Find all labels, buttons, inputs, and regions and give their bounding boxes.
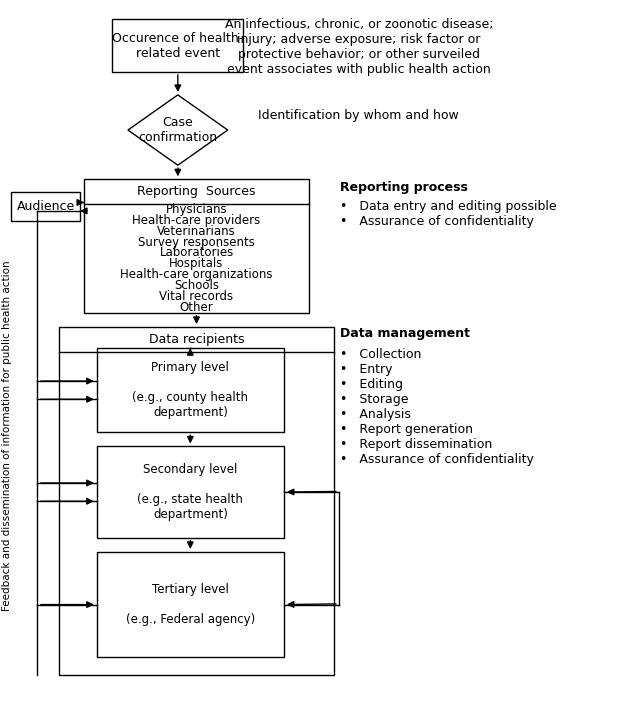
Text: Laboratories: Laboratories	[160, 247, 233, 259]
Text: Health-care providers: Health-care providers	[132, 214, 261, 226]
Text: Occurence of health-
related event: Occurence of health- related event	[112, 32, 243, 60]
Text: Physicians: Physicians	[166, 203, 227, 216]
FancyBboxPatch shape	[112, 19, 243, 72]
Text: Secondary level

(e.g., state health
department): Secondary level (e.g., state health depa…	[137, 463, 243, 521]
Text: Identification by whom and how: Identification by whom and how	[258, 109, 459, 122]
Text: An infectious, chronic, or zoonotic disease;
injury; adverse exposure; risk fact: An infectious, chronic, or zoonotic dise…	[225, 18, 493, 76]
FancyBboxPatch shape	[97, 446, 284, 538]
Text: Other: Other	[180, 301, 213, 314]
Text: Data recipients: Data recipients	[149, 333, 245, 346]
Text: Schools: Schools	[174, 279, 219, 292]
FancyBboxPatch shape	[97, 348, 284, 432]
Text: Reporting process: Reporting process	[340, 181, 468, 194]
Text: •   Data entry and editing possible
•   Assurance of confidentiality: • Data entry and editing possible • Assu…	[340, 200, 557, 228]
Text: •   Collection
•   Entry
•   Editing
•   Storage
•   Analysis
•   Report generat: • Collection • Entry • Editing • Storage…	[340, 348, 534, 466]
Text: Case
confirmation: Case confirmation	[139, 116, 217, 144]
Text: Reporting  Sources: Reporting Sources	[137, 185, 256, 198]
FancyBboxPatch shape	[11, 192, 80, 221]
Polygon shape	[128, 95, 228, 165]
Text: Data management: Data management	[340, 327, 470, 340]
Text: Veterinarians: Veterinarians	[157, 225, 236, 238]
Text: Tertiary level

(e.g., Federal agency): Tertiary level (e.g., Federal agency)	[125, 583, 255, 626]
Text: Hospitals: Hospitals	[169, 257, 224, 270]
FancyBboxPatch shape	[97, 552, 284, 657]
Text: Vital records: Vital records	[160, 290, 233, 303]
FancyBboxPatch shape	[59, 327, 334, 675]
Text: Health-care organizations: Health-care organizations	[120, 269, 273, 281]
Text: Feedback and dissemination of information for public health action: Feedback and dissemination of informatio…	[2, 261, 12, 611]
Text: Audience: Audience	[16, 200, 75, 213]
Text: Survey responsents: Survey responsents	[138, 236, 255, 248]
Text: Primary level

(e.g., county health
department): Primary level (e.g., county health depar…	[132, 361, 248, 419]
FancyBboxPatch shape	[84, 179, 309, 313]
